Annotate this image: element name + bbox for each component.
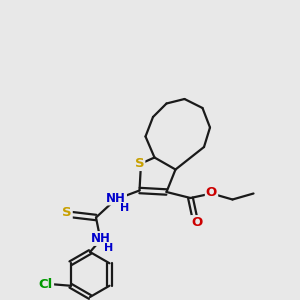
Text: Cl: Cl bbox=[39, 278, 53, 291]
Text: S: S bbox=[62, 206, 72, 220]
Text: O: O bbox=[206, 185, 217, 199]
Text: S: S bbox=[135, 157, 144, 170]
Text: H: H bbox=[104, 243, 113, 254]
Text: NH: NH bbox=[106, 191, 126, 205]
Text: NH: NH bbox=[91, 232, 111, 245]
Text: O: O bbox=[191, 216, 202, 229]
Text: H: H bbox=[120, 203, 129, 213]
